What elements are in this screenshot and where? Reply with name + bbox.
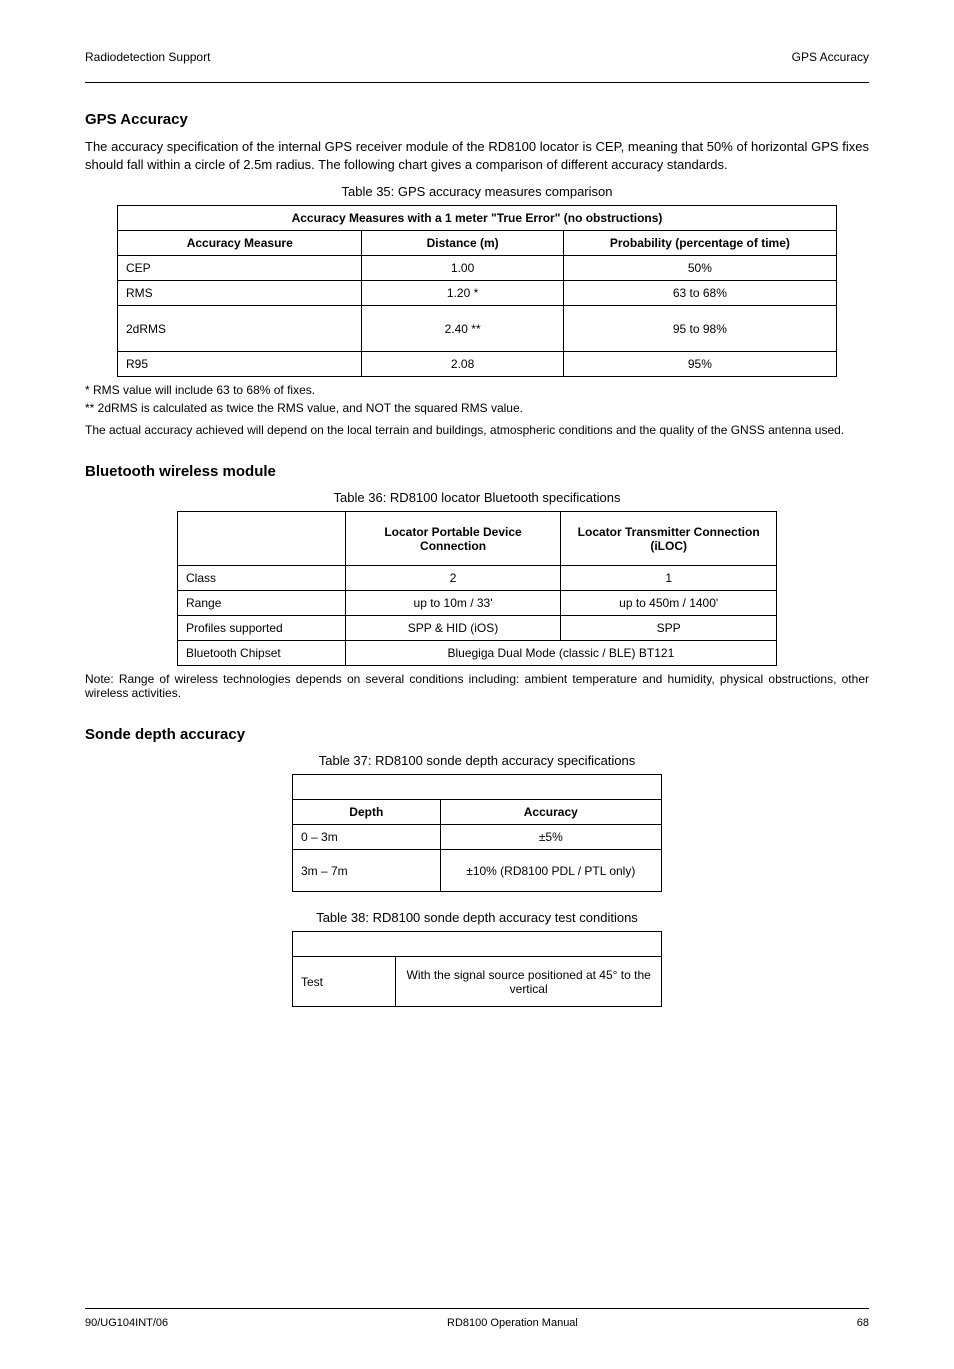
table36-col2: Locator Transmitter Connection (iLOC): [561, 512, 777, 566]
table-cell: CEP: [118, 256, 362, 281]
table-cell: 50%: [563, 256, 836, 281]
table-cell: 95 to 98%: [563, 306, 836, 352]
table-cell: 0 – 3m: [293, 825, 441, 850]
table-cell: Accuracy: [440, 800, 661, 825]
table-cell: 1.00: [362, 256, 563, 281]
table36-col1: Locator Portable Device Connection: [345, 512, 561, 566]
table37: Depth Accuracy 0 – 3m ±5% 3m – 7m ±10% (…: [292, 774, 662, 892]
table37-caption: Table 37: RD8100 sonde depth accuracy sp…: [85, 753, 869, 768]
header-divider: [85, 82, 869, 83]
table-cell: 1: [561, 566, 777, 591]
header-left: Radiodetection Support: [85, 50, 210, 64]
table36-caption: Table 36: RD8100 locator Bluetooth speci…: [85, 490, 869, 505]
bluetooth-note: Note: Range of wireless technologies dep…: [85, 672, 869, 700]
table-cell: 2.08: [362, 352, 563, 377]
table35-col2: Probability (percentage of time): [563, 231, 836, 256]
table-cell: [293, 775, 662, 800]
table-cell: 63 to 68%: [563, 281, 836, 306]
table35-col1: Distance (m): [362, 231, 563, 256]
table-cell: 2.40 **: [362, 306, 563, 352]
table-cell: Bluegiga Dual Mode (classic / BLE) BT121: [345, 641, 776, 666]
table-cell: 2dRMS: [118, 306, 362, 352]
table38: Test With the signal source positioned a…: [292, 931, 662, 1007]
footer-divider: [85, 1308, 869, 1309]
footer-left: 90/UG104INT/06: [85, 1317, 168, 1329]
table-cell: R95: [118, 352, 362, 377]
table35-col0: Accuracy Measure: [118, 231, 362, 256]
footer-right: 68: [857, 1317, 869, 1329]
table-cell: Bluetooth Chipset: [178, 641, 346, 666]
table-cell: Depth: [293, 800, 441, 825]
table36-col0: [178, 512, 346, 566]
table36: Locator Portable Device Connection Locat…: [177, 511, 777, 666]
table-cell: 95%: [563, 352, 836, 377]
table35-note3: The actual accuracy achieved will depend…: [85, 423, 869, 437]
table-cell: RMS: [118, 281, 362, 306]
table-cell: up to 10m / 33': [345, 591, 561, 616]
bluetooth-heading: Bluetooth wireless module: [85, 463, 869, 480]
table-cell: up to 450m / 1400': [561, 591, 777, 616]
table38-caption: Table 38: RD8100 sonde depth accuracy te…: [85, 910, 869, 925]
table-cell: Range: [178, 591, 346, 616]
table-cell: 2: [345, 566, 561, 591]
page-title: GPS Accuracy: [85, 111, 869, 128]
table35: Accuracy Measures with a 1 meter "True E…: [117, 205, 837, 377]
table-cell: SPP & HID (iOS): [345, 616, 561, 641]
table-cell: Profiles supported: [178, 616, 346, 641]
table35-note2: ** 2dRMS is calculated as twice the RMS …: [85, 401, 869, 415]
table-cell: Class: [178, 566, 346, 591]
footer: 90/UG104INT/06 RD8100 Operation Manual 6…: [85, 1317, 869, 1329]
table-cell: ±5%: [440, 825, 661, 850]
table-cell: Test: [293, 957, 396, 1007]
footer-center: RD8100 Operation Manual: [447, 1317, 578, 1329]
table35-caption: Table 35: GPS accuracy measures comparis…: [85, 184, 869, 199]
table-cell: [293, 932, 662, 957]
table35-note1: * RMS value will include 63 to 68% of fi…: [85, 383, 869, 397]
table35-title: Accuracy Measures with a 1 meter "True E…: [118, 206, 837, 231]
table-cell: 1.20 *: [362, 281, 563, 306]
table-cell: SPP: [561, 616, 777, 641]
sonde-heading: Sonde depth accuracy: [85, 726, 869, 743]
table-cell: With the signal source positioned at 45°…: [396, 957, 662, 1007]
table-cell: 3m – 7m: [293, 850, 441, 892]
intro-paragraph: The accuracy specification of the intern…: [85, 138, 869, 174]
header-right: GPS Accuracy: [792, 50, 869, 64]
table-cell: ±10% (RD8100 PDL / PTL only): [440, 850, 661, 892]
